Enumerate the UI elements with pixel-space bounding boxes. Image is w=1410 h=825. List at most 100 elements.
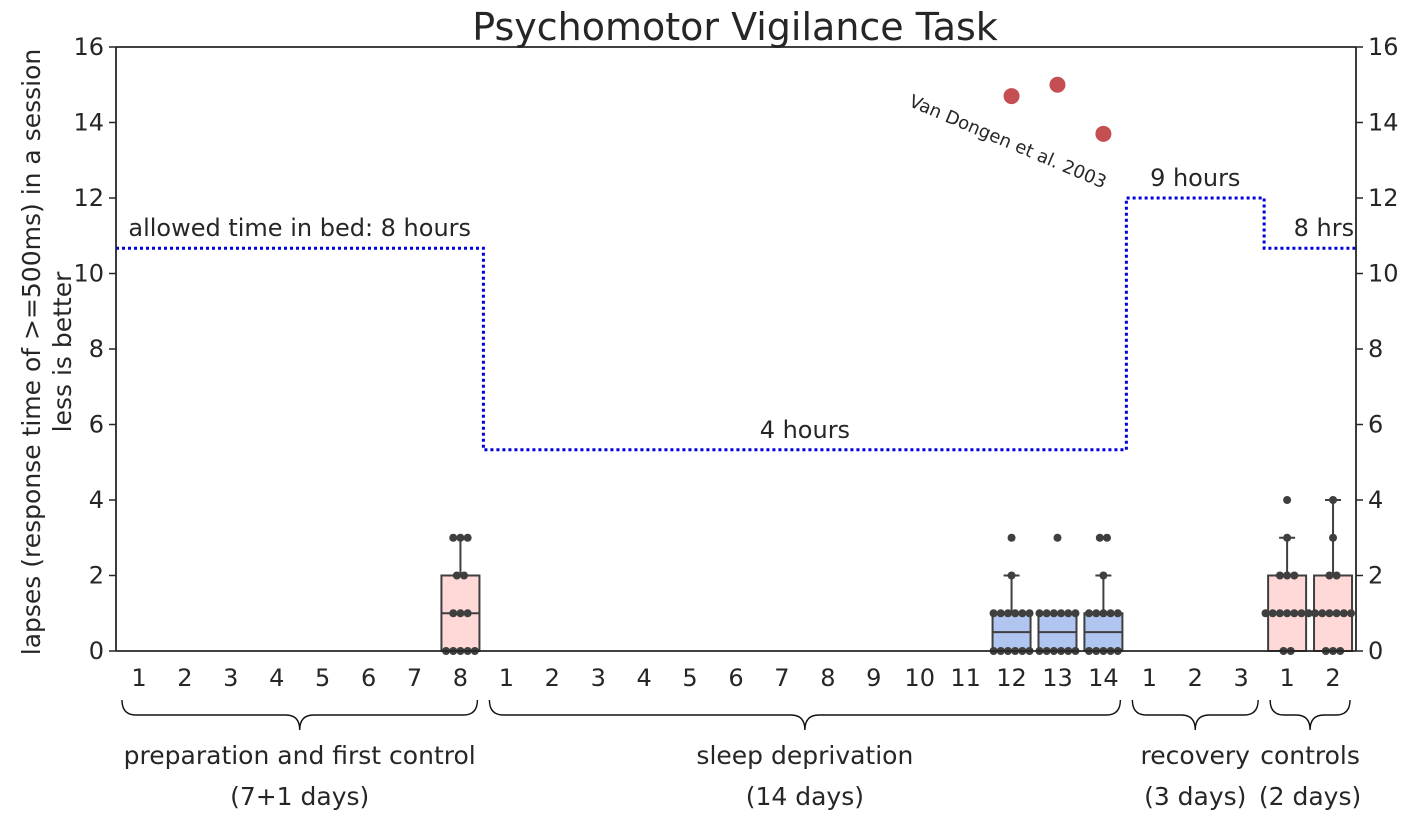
- data-point: [1011, 609, 1020, 618]
- group-sublabel: (7+1 days): [230, 782, 369, 811]
- x-tick-label: 1: [499, 664, 514, 692]
- group-brace: [1131, 699, 1259, 731]
- data-point: [1092, 609, 1101, 618]
- boxes-layer: [440, 496, 1356, 655]
- reference-point: [1095, 125, 1112, 142]
- y-axis-title-line2: less is better: [48, 271, 77, 432]
- data-point: [1318, 609, 1327, 618]
- group-brace: [1269, 699, 1351, 731]
- data-point: [1304, 609, 1313, 618]
- data-point: [1297, 609, 1306, 618]
- y-tick-label-left: 14: [73, 109, 104, 137]
- data-point: [1290, 571, 1299, 580]
- y-tick-label-right: 8: [1368, 335, 1383, 363]
- group-brace: [121, 699, 479, 731]
- x-tick-label: 5: [315, 664, 330, 692]
- y-tick-label-right: 0: [1368, 637, 1383, 665]
- groups-layer: preparation and first control (7+1 days) s…: [121, 699, 1361, 811]
- y-tick-label-left: 6: [89, 411, 104, 439]
- reference-label: Van Dongen et al. 2003: [906, 91, 1109, 193]
- bed-time-layer: allowed time in bed: 8 hours 4 hours 9 hou…: [116, 164, 1356, 452]
- data-point: [1275, 571, 1284, 580]
- y-tick-label-right: 4: [1368, 486, 1383, 514]
- group-label: recovery: [1141, 741, 1251, 770]
- group-label: controls: [1260, 741, 1360, 770]
- box-group: [1311, 496, 1356, 655]
- data-point: [1085, 609, 1094, 618]
- data-point: [1311, 609, 1320, 618]
- data-point: [460, 571, 469, 580]
- data-point: [1329, 533, 1338, 542]
- box-group: [440, 533, 481, 655]
- data-point: [1283, 571, 1292, 580]
- x-tick-label: 13: [1042, 664, 1073, 692]
- data-point: [463, 533, 472, 542]
- data-point: [1099, 571, 1108, 580]
- data-point: [1035, 609, 1044, 618]
- group-sublabel: (2 days): [1259, 782, 1361, 811]
- data-point: [1325, 609, 1334, 618]
- x-tick-label: 5: [682, 664, 697, 692]
- x-tick-label: 7: [774, 664, 789, 692]
- data-point: [1049, 609, 1058, 618]
- data-point: [1332, 609, 1341, 618]
- y-tick-label-left: 12: [73, 184, 104, 212]
- bed-time-label: 9 hours: [1150, 164, 1240, 192]
- bed-time-label: 8 hrs: [1294, 214, 1354, 242]
- bed-time-label: allowed time in bed: 8 hours: [128, 214, 471, 242]
- data-point: [1007, 571, 1016, 580]
- x-tick-label: 2: [545, 664, 560, 692]
- data-point: [1261, 609, 1270, 618]
- y-tick-label-left: 8: [89, 335, 104, 363]
- x-tick-label: 9: [866, 664, 881, 692]
- data-point: [1290, 609, 1299, 618]
- y-tick-label-right: 12: [1368, 184, 1399, 212]
- data-point: [1329, 496, 1338, 504]
- y-tick-label-right: 2: [1368, 562, 1383, 590]
- y-axis-title-line1: lapses (response time of >=500ms) in a s…: [17, 49, 46, 655]
- data-point: [1339, 609, 1348, 618]
- x-tick-label: 10: [904, 664, 935, 692]
- data-point: [456, 609, 465, 618]
- chart-title: Psychomotor Vigilance Task: [472, 5, 998, 49]
- y-tick-label-right: 6: [1368, 411, 1383, 439]
- x-tick-label: 1: [1279, 664, 1294, 692]
- data-point: [1025, 609, 1034, 618]
- data-point: [449, 609, 458, 618]
- y-tick-label-left: 10: [73, 260, 104, 288]
- x-tick-label: 3: [591, 664, 606, 692]
- data-point: [1106, 609, 1115, 618]
- y-tick-label-left: 2: [89, 562, 104, 590]
- data-point: [449, 533, 458, 542]
- x-tick-label: 1: [131, 664, 146, 692]
- box-group: [1035, 533, 1080, 655]
- group-brace: [488, 699, 1122, 731]
- data-point: [463, 609, 472, 618]
- data-point: [1003, 609, 1012, 618]
- data-point: [1064, 609, 1073, 618]
- x-tick-label: 7: [407, 664, 422, 692]
- data-point: [1007, 533, 1016, 542]
- data-point: [1042, 609, 1051, 618]
- x-tick-label: 8: [820, 664, 835, 692]
- x-tick-label: 2: [177, 664, 192, 692]
- x-tick-label: 11: [950, 664, 981, 692]
- data-point: [1071, 609, 1080, 618]
- data-point: [1325, 571, 1334, 580]
- y-tick-label-right: 16: [1368, 33, 1399, 61]
- data-point: [989, 609, 998, 618]
- x-tick-label: 4: [269, 664, 284, 692]
- data-point: [1057, 609, 1066, 618]
- data-point: [1347, 609, 1356, 618]
- box-group: [989, 533, 1034, 655]
- data-point: [1268, 609, 1277, 618]
- bed-time-label: 4 hours: [760, 416, 850, 444]
- box-group: [1261, 496, 1313, 655]
- reference-point: [1003, 88, 1020, 105]
- data-point: [1095, 533, 1104, 542]
- data-point: [1283, 533, 1292, 542]
- y-tick-label-right: 10: [1368, 260, 1399, 288]
- data-point: [1099, 609, 1108, 618]
- data-point: [1283, 496, 1292, 504]
